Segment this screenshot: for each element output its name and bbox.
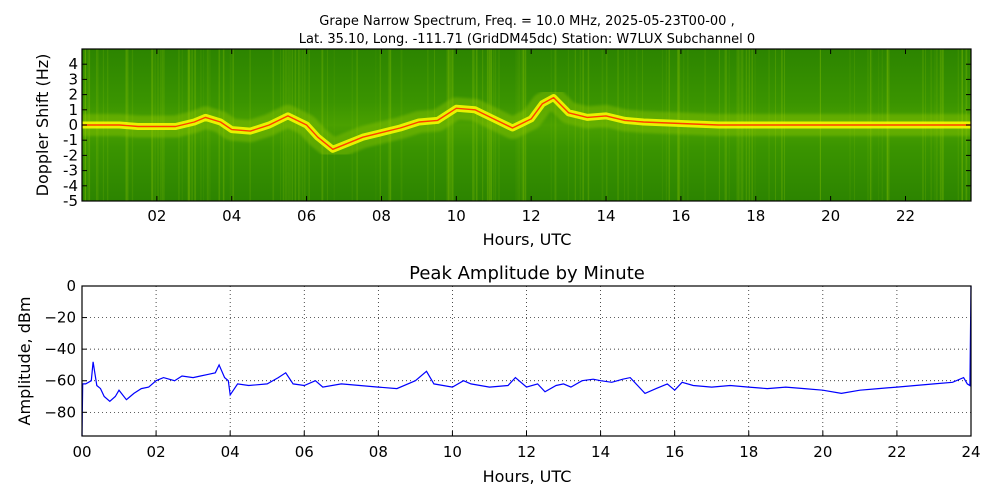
spectrogram-x-label: Hours, UTC (483, 230, 572, 249)
amplitude-x-tick-label: 04 (221, 443, 240, 461)
amplitude-title: Peak Amplitude by Minute (409, 263, 645, 284)
amplitude-x-tick-label: 24 (961, 443, 980, 461)
spectrogram-x-tick-label: 04 (222, 207, 241, 225)
spectrogram-y-tick-label: -3 (63, 162, 78, 180)
amplitude-x-tick-label: 12 (517, 443, 536, 461)
spectrogram-y-tick-label: -2 (63, 146, 78, 164)
spectrogram-x-tick-label: 12 (522, 207, 541, 225)
amplitude-x-tick-label: 20 (813, 443, 832, 461)
spectrogram-trace-core (82, 96, 971, 151)
spectrum-title-line1: Grape Narrow Spectrum, Freq. = 10.0 MHz,… (319, 14, 734, 29)
amplitude-y-label: Amplitude, dBm (15, 297, 34, 426)
spectrogram-x-ticks: 02 04 06 08 10 12 14 16 18 20 22 (147, 49, 915, 225)
spectrogram-y-label: Doppler Shift (Hz) (33, 54, 52, 197)
amplitude-y-tick-label: 0 (66, 277, 76, 295)
spectrogram-y-tick-label: 2 (68, 86, 78, 104)
amplitude-grid (81, 285, 972, 436)
spectrogram-plot (82, 49, 971, 201)
spectrogram-peak-trace (82, 86, 971, 161)
amplitude-x-tick-label: 18 (739, 443, 758, 461)
amplitude-x-tick-label: 00 (72, 443, 91, 461)
spectrogram-x-tick-label: 08 (372, 207, 391, 225)
spectrogram-x-tick-label: 18 (746, 207, 765, 225)
amplitude-y-tick-label: −20 (44, 309, 76, 327)
amplitude-x-label: Hours, UTC (483, 467, 572, 486)
amplitude-frame (81, 285, 972, 437)
spectrogram-y-tick-label: -1 (63, 131, 78, 149)
spectrogram-x-tick-label: 22 (896, 207, 915, 225)
amplitude-x-tick-label: 14 (591, 443, 610, 461)
spectrogram-x-tick-label: 20 (821, 207, 840, 225)
amplitude-x-ticks: 00 02 04 06 08 10 12 14 16 18 20 22 24 (72, 431, 981, 461)
amplitude-x-tick-label: 08 (369, 443, 388, 461)
amplitude-x-tick-label: 22 (887, 443, 906, 461)
spectrum-title-line2: Lat. 35.10, Long. -111.71 (GridDM45dc) S… (299, 32, 755, 47)
amplitude-y-tick-label: −60 (44, 372, 76, 390)
spectrogram-y-tick-label: -4 (63, 177, 78, 195)
spectrogram-y-tick-label: 3 (68, 70, 78, 88)
amplitude-y-tick-label: −40 (44, 340, 76, 358)
spectrogram-y-tick-label: 0 (68, 116, 78, 134)
amplitude-y-ticks: 0 −20 −40 −60 −80 (44, 277, 87, 421)
amplitude-line (81, 285, 972, 437)
amplitude-x-tick-label: 06 (295, 443, 314, 461)
spectrogram-x-tick-label: 10 (447, 207, 466, 225)
amplitude-x-tick-label: 16 (665, 443, 684, 461)
spectrogram-y-tick-label: -5 (63, 192, 78, 210)
spectrogram-x-tick-label: 02 (147, 207, 166, 225)
spectrogram-y-tick-label: 1 (68, 101, 78, 119)
amplitude-x-tick-label: 02 (147, 443, 166, 461)
spectrogram-x-tick-label: 06 (297, 207, 316, 225)
amplitude-x-tick-label: 10 (443, 443, 462, 461)
spectrogram-x-tick-label: 16 (671, 207, 690, 225)
spectrogram-x-tick-label: 14 (596, 207, 615, 225)
amplitude-y-tick-label: −80 (44, 403, 76, 421)
spectrogram-y-tick-label: 4 (68, 55, 78, 73)
